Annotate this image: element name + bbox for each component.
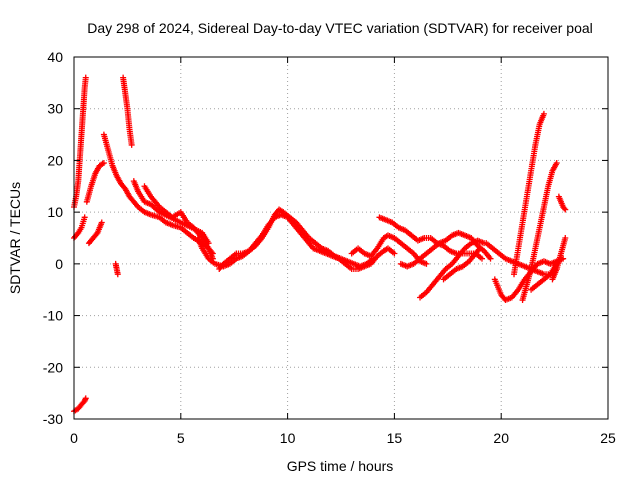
- data-point: [553, 260, 560, 267]
- y-tick-label: 0: [55, 256, 63, 272]
- series-branch-rise: [83, 160, 107, 205]
- plot-frame: [73, 56, 609, 420]
- data-point: [128, 141, 135, 148]
- data-point: [209, 250, 216, 257]
- series-late-spike: [511, 110, 547, 278]
- series-wave-17: [440, 245, 483, 283]
- data-points: [71, 74, 569, 415]
- series-branch-upper: [141, 183, 216, 257]
- series-wave-offset: [348, 232, 430, 267]
- data-point: [114, 271, 121, 278]
- data-point: [74, 231, 81, 238]
- series-branch-decline: [100, 131, 216, 262]
- data-point: [476, 245, 483, 252]
- y-tick-label: 30: [47, 101, 63, 117]
- data-point: [423, 260, 430, 267]
- x-tick-label: 5: [177, 430, 185, 446]
- chart-title: Day 298 of 2024, Sidereal Day-to-day VTE…: [87, 20, 593, 36]
- y-tick-label: -10: [43, 308, 63, 324]
- data-point: [475, 246, 482, 253]
- data-point: [208, 249, 215, 256]
- series-late-tail: [549, 235, 569, 283]
- x-tick-label: 25: [600, 430, 616, 446]
- x-tick-label: 15: [387, 430, 403, 446]
- y-axis-label: SDTVAR / TECUs: [7, 182, 23, 294]
- series-late-low: [528, 260, 560, 293]
- x-tick-label: 0: [70, 430, 78, 446]
- series-spike-2: [120, 74, 135, 148]
- data-point: [562, 206, 569, 213]
- series-outliers: [112, 260, 121, 278]
- axis-ticks: 0 5 10 15 20 25 -30 -20 -10 0 10 20 30 40: [43, 49, 616, 446]
- series-bottom-fragment: [71, 395, 89, 415]
- series-steep-rise-start: [71, 74, 89, 210]
- y-tick-label: -30: [43, 411, 63, 427]
- series-wave-lower: [216, 211, 398, 273]
- data-point: [100, 160, 107, 167]
- data-point: [391, 250, 398, 257]
- data-point: [553, 160, 560, 167]
- y-tick-label: 10: [47, 204, 63, 220]
- y-tick-label: 40: [47, 49, 63, 65]
- data-point: [82, 395, 89, 402]
- data-point: [478, 255, 485, 262]
- series-wave-16-b: [417, 237, 488, 301]
- data-point: [81, 214, 88, 221]
- data-point: [487, 255, 494, 262]
- data-point: [562, 235, 569, 241]
- grid: [74, 57, 608, 419]
- y-tick-label: 20: [47, 152, 63, 168]
- x-axis-label: GPS time / hours: [287, 458, 394, 474]
- data-point: [82, 74, 89, 81]
- data-point: [540, 110, 547, 117]
- x-tick-label: 20: [493, 430, 509, 446]
- series-late-end: [555, 193, 569, 213]
- x-tick-label: 10: [280, 430, 296, 446]
- data-point: [93, 231, 100, 238]
- series-branch-low-left: [85, 219, 105, 247]
- data-point: [561, 205, 568, 212]
- series-late-rise-a: [519, 160, 560, 304]
- data-point: [98, 219, 105, 226]
- y-tick-label: -20: [43, 359, 63, 375]
